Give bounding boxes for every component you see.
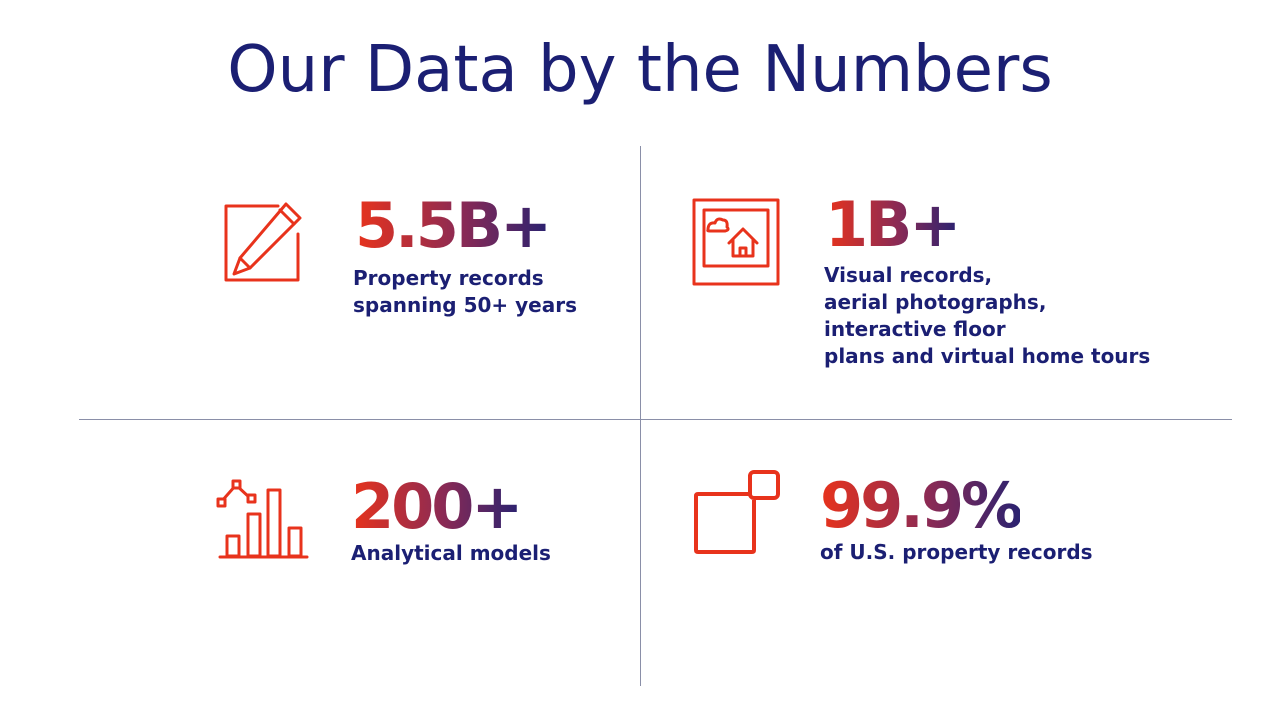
vertical-divider xyxy=(640,146,641,686)
stat-description-line: spanning 50+ years xyxy=(353,293,577,317)
photo-house-icon xyxy=(692,198,780,286)
stat-value: 1B+ xyxy=(825,188,961,261)
squares-icon xyxy=(692,468,784,560)
horizontal-divider xyxy=(79,419,1232,420)
stat-value: 99.9% xyxy=(820,469,1023,542)
stat-description: Property records spanning 50+ years xyxy=(353,265,577,319)
bar-chart-icon xyxy=(215,478,311,562)
edit-pencil-icon xyxy=(220,198,306,284)
stat-description-line: interactive floor xyxy=(824,317,1006,341)
stat-value: 200+ xyxy=(351,470,523,543)
stat-description-line: Visual records, xyxy=(824,263,993,287)
stat-description: of U.S. property records xyxy=(820,539,1093,566)
stat-description-line: plans and virtual home tours xyxy=(824,344,1151,368)
stat-description-line: aerial photographs, xyxy=(824,290,1047,314)
stat-value: 5.5B+ xyxy=(355,189,552,262)
stat-description: Analytical models xyxy=(351,540,551,567)
page-title: Our Data by the Numbers xyxy=(227,33,1053,107)
stat-description: Visual records, aerial photographs, inte… xyxy=(824,262,1150,370)
stat-description-line: Property records xyxy=(353,266,544,290)
stat-description-line: of U.S. property records xyxy=(820,540,1093,564)
stat-description-line: Analytical models xyxy=(351,541,551,565)
